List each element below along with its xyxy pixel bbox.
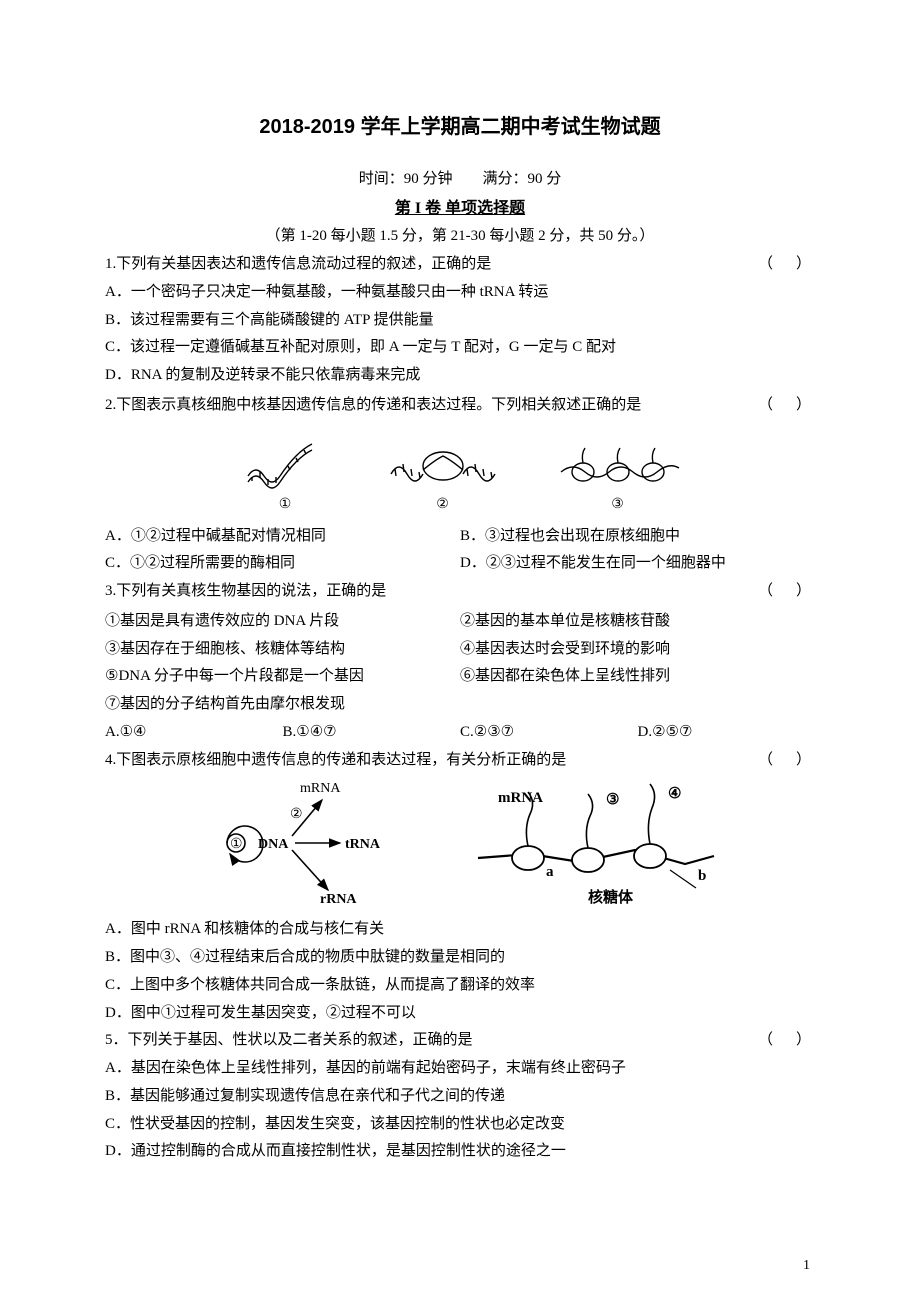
- q2-option-a: A．①②过程中碱基配对情况相同: [105, 523, 460, 551]
- q3-option-a: A.①④: [105, 719, 283, 747]
- q1-option-d: D．RNA 的复制及逆转录不能只依靠病毒来完成: [105, 362, 815, 390]
- q2-fig-3: ③: [553, 442, 683, 513]
- q4-option-d: D．图中①过程可发生基因突变，②过程不可以: [105, 1000, 815, 1028]
- q3-option-c: C.②③⑦: [460, 719, 638, 747]
- q4-stem: 4.下图表示原核细胞中遗传信息的传递和表达过程，有关分析正确的是: [105, 747, 748, 775]
- q3-s3: ③基因存在于细胞核、核糖体等结构: [105, 636, 460, 664]
- q4-figure: mRNA DNA tRNA rRNA ① ②: [105, 778, 815, 908]
- q3-statements-row2: ③基因存在于细胞核、核糖体等结构 ④基因表达时会受到环境的影响: [105, 636, 815, 664]
- q2-fig3-label: ③: [553, 496, 683, 513]
- answer-blank: （ ）: [758, 578, 815, 606]
- q3-stem: 3.下列有关真核生物基因的说法，正确的是: [105, 578, 748, 606]
- transcription-icon: [383, 442, 503, 492]
- answer-blank: （ ）: [758, 1027, 815, 1055]
- q5-option-a: A．基因在染色体上呈线性排列，基因的前端有起始密码子，末端有终止密码子: [105, 1055, 815, 1083]
- n2-label: ②: [290, 807, 303, 822]
- q2-fig-1: ①: [238, 434, 333, 513]
- q3-s1: ①基因是具有遗传效应的 DNA 片段: [105, 608, 460, 636]
- replication-icon: [238, 434, 333, 492]
- translation-diagram: mRNA ③ ④ a b 核糖体: [470, 778, 720, 908]
- trna-label: tRNA: [345, 837, 381, 852]
- q2-options-row1: A．①②过程中碱基配对情况相同 B．③过程也会出现在原核细胞中: [105, 523, 815, 551]
- question-5: 5．下列关于基因、性状以及二者关系的叙述，正确的是 （ ） A．基因在染色体上呈…: [105, 1027, 815, 1166]
- q5-option-c: C．性状受基因的控制，基因发生突变，该基因控制的性状也必定改变: [105, 1111, 815, 1139]
- question-4: 4.下图表示原核细胞中遗传信息的传递和表达过程，有关分析正确的是 （ ）: [105, 747, 815, 775]
- mrna-top-label: mRNA: [300, 781, 341, 796]
- q3-statements-row1: ①基因是具有遗传效应的 DNA 片段 ②基因的基本单位是核糖核苷酸: [105, 608, 815, 636]
- q2-options-row2: C．①②过程所需要的酶相同 D．②③过程不能发生在同一个细胞器中: [105, 550, 815, 578]
- b-label: b: [698, 868, 706, 884]
- q2-fig1-label: ①: [238, 496, 333, 513]
- q2-option-d: D．②③过程不能发生在同一个细胞器中: [460, 550, 815, 578]
- q2-fig-2: ②: [383, 442, 503, 513]
- a-label: a: [546, 864, 554, 880]
- q3-s7: ⑦基因的分子结构首先由摩尔根发现: [105, 691, 815, 719]
- translation-icon: [553, 442, 683, 492]
- answer-blank: （ ）: [758, 747, 815, 775]
- scoring-note: （第 1-20 每小题 1.5 分，第 21-30 每小题 2 分，共 50 分…: [105, 224, 815, 245]
- page-title: 2018-2019 学年上学期高二期中考试生物试题: [105, 110, 815, 139]
- mrna-right-label: mRNA: [498, 790, 543, 806]
- q4-option-b: B．图中③、④过程结束后合成的物质中肽键的数量是相同的: [105, 944, 815, 972]
- section-header: 第 I 卷 单项选择题: [105, 194, 815, 218]
- q3-s4: ④基因表达时会受到环境的影响: [460, 636, 815, 664]
- n3-label: ③: [606, 792, 619, 808]
- answer-blank: （ ）: [758, 251, 815, 279]
- q1-option-c: C．该过程一定遵循碱基互补配对原则，即 A 一定与 T 配对，G 一定与 C 配…: [105, 334, 815, 362]
- question-2: 2.下图表示真核细胞中核基因遗传信息的传递和表达过程。下列相关叙述正确的是 （ …: [105, 392, 815, 420]
- ribosome-label: 核糖体: [588, 888, 634, 906]
- q3-option-b: B.①④⑦: [283, 719, 461, 747]
- q2-option-c: C．①②过程所需要的酶相同: [105, 550, 460, 578]
- question-3: 3.下列有关真核生物基因的说法，正确的是 （ ）: [105, 578, 815, 606]
- q2-option-b: B．③过程也会出现在原核细胞中: [460, 523, 815, 551]
- rrna-label: rRNA: [320, 892, 357, 907]
- q2-figure: ① ②: [105, 434, 815, 513]
- q5-option-d: D．通过控制酶的合成从而直接控制性状，是基因控制性状的途径之一: [105, 1138, 815, 1166]
- q3-s5: ⑤DNA 分子中每一个片段都是一个基因: [105, 663, 460, 691]
- q3-statements-row3: ⑤DNA 分子中每一个片段都是一个基因 ⑥基因都在染色体上呈线性排列: [105, 663, 815, 691]
- q3-s6: ⑥基因都在染色体上呈线性排列: [460, 663, 815, 691]
- q1-option-b: B．该过程需要有三个高能磷酸键的 ATP 提供能量: [105, 307, 815, 335]
- q3-s2: ②基因的基本单位是核糖核苷酸: [460, 608, 815, 636]
- question-1: 1.下列有关基因表达和遗传信息流动过程的叙述，正确的是 （ ） A．一个密码子只…: [105, 251, 815, 390]
- q4-option-a: A．图中 rRNA 和核糖体的合成与核仁有关: [105, 916, 815, 944]
- q1-option-a: A．一个密码子只决定一种氨基酸，一种氨基酸只由一种 tRNA 转运: [105, 279, 815, 307]
- q5-stem: 5．下列关于基因、性状以及二者关系的叙述，正确的是: [105, 1027, 748, 1055]
- answer-blank: （ ）: [758, 392, 815, 420]
- q5-option-b: B．基因能够通过复制实现遗传信息在亲代和子代之间的传递: [105, 1083, 815, 1111]
- page-number: 1: [803, 1258, 810, 1274]
- q3-option-d: D.②⑤⑦: [638, 719, 816, 747]
- q2-stem: 2.下图表示真核细胞中核基因遗传信息的传递和表达过程。下列相关叙述正确的是: [105, 392, 748, 420]
- q2-fig2-label: ②: [383, 496, 503, 513]
- q3-options: A.①④ B.①④⑦ C.②③⑦ D.②⑤⑦: [105, 719, 815, 747]
- q4-option-c: C．上图中多个核糖体共同合成一条肽链，从而提高了翻译的效率: [105, 972, 815, 1000]
- central-dogma-diagram: mRNA DNA tRNA rRNA ① ②: [200, 778, 420, 908]
- n4-label: ④: [668, 786, 681, 802]
- exam-meta: 时间：90 分钟 满分：90 分: [105, 167, 815, 188]
- q1-stem: 1.下列有关基因表达和遗传信息流动过程的叙述，正确的是: [105, 251, 748, 279]
